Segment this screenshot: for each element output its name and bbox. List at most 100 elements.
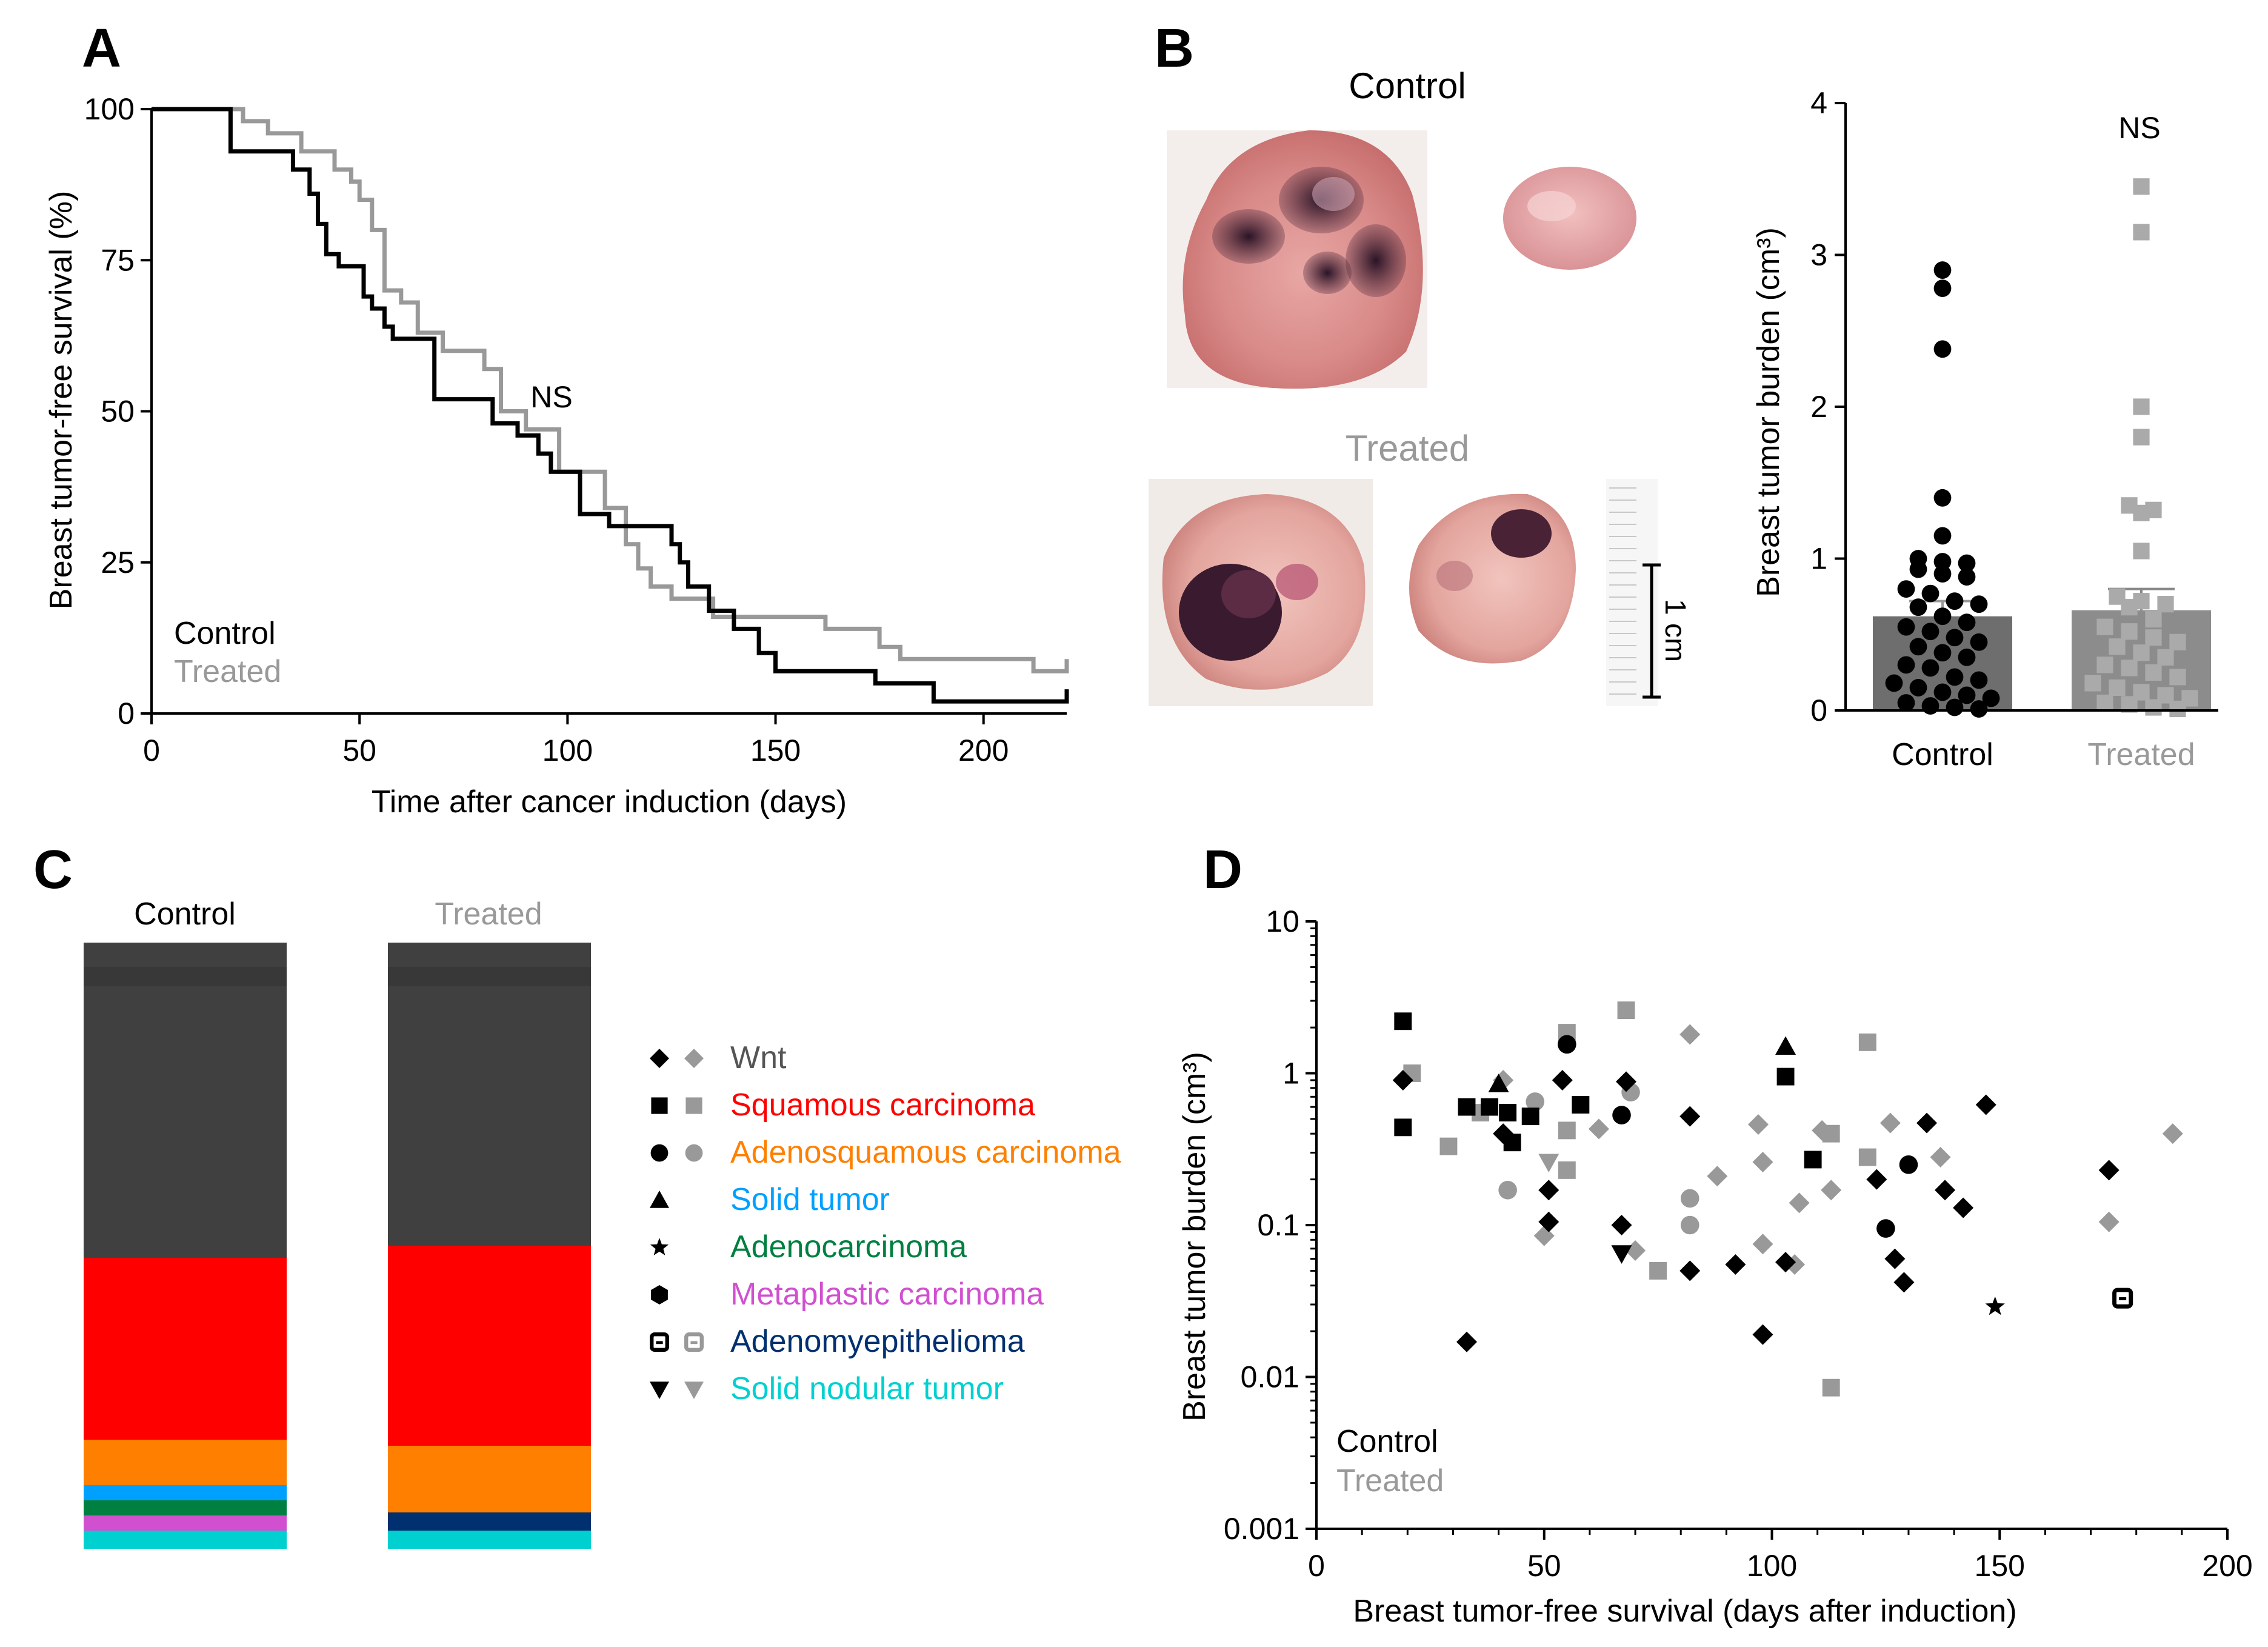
scatter-point-treated	[1822, 1378, 1840, 1397]
burden-point-control	[1909, 679, 1927, 697]
scatter-y-tick-label: 0.001	[1224, 1512, 1299, 1546]
tumor-type-stacked-chart: Control Treated Wnt Squamous carcinoma Ade…	[84, 897, 1121, 1549]
survival-chart: 0 50 100 150 200 0 25 50 75 100 NS Control Treate…	[44, 92, 1069, 820]
burden-point-control	[1970, 633, 1988, 651]
legend-marker-control-squamous	[651, 1097, 668, 1114]
scatter-point-control	[1552, 1069, 1573, 1091]
legend-marker-treated-adenomyepithelioma	[684, 1332, 704, 1352]
burden-point-treated	[2133, 684, 2150, 701]
scatter-point-treated	[1679, 1024, 1701, 1045]
burden-point-treated-shape	[2096, 656, 2113, 673]
burden-point-treated-shape	[2145, 611, 2162, 628]
tumor-type-legend: Wnt Squamous carcinoma Adenosquamous carci…	[649, 1040, 1121, 1406]
scatter-point-control-shape	[1975, 1094, 1996, 1115]
scatter-point-control-shape	[1884, 1248, 1906, 1269]
legend-marker-treated-squamous-shape	[685, 1097, 702, 1114]
legend-label-squamous: Squamous carcinoma	[730, 1087, 1035, 1123]
burden-point-control	[1933, 644, 1952, 662]
burden-point-control	[1885, 674, 1903, 692]
burden-point-treated	[2133, 543, 2150, 560]
burden-point-treated	[2096, 618, 2113, 635]
burden-point-control-shape	[1970, 700, 1988, 718]
burden-point-treated	[2133, 644, 2150, 661]
legend-label-nodular: Solid nodular tumor	[730, 1371, 1004, 1406]
stacked-segment-adenosquamous	[84, 1440, 287, 1485]
burden-point-treated-shape	[2133, 593, 2150, 610]
burden-point-control-shape	[1970, 671, 1988, 689]
burden-point-control	[1921, 659, 1939, 677]
burden-point-treated-shape	[2133, 684, 2150, 701]
photo-treated-title: Treated	[1346, 428, 1470, 469]
scatter-legend-control: Control	[1336, 1424, 1438, 1459]
legend-label-solid: Solid tumor	[730, 1182, 890, 1217]
burden-point-control	[1921, 697, 1939, 715]
scatter-point-treated-shape	[1707, 1166, 1728, 1187]
burden-point-control-shape	[1921, 623, 1939, 641]
survival-curve-treated	[152, 107, 1069, 673]
survival-y-tick-label: 75	[101, 243, 135, 277]
tumor-burden-axes: 0 1 2 3 4	[1810, 86, 2218, 727]
scatter-x-tick-label: 100	[1747, 1549, 1797, 1583]
scatter-point-treated	[1879, 1112, 1901, 1134]
legend-marker-control-squamous-shape	[651, 1097, 668, 1114]
scatter-point-treated-shape	[1747, 1114, 1769, 1135]
burden-point-control-shape	[1933, 607, 1952, 626]
survival-legend-treated: Treated	[174, 654, 281, 689]
burden-point-treated	[2133, 429, 2150, 446]
scatter-point-control-shape	[2098, 1160, 2120, 1181]
burden-point-treated	[2145, 664, 2162, 681]
stacked-segment-nodular	[84, 1531, 287, 1549]
burden-point-treated-shape	[2133, 644, 2150, 661]
scatter-point-control-shape	[1458, 1098, 1476, 1116]
legend-marker-treated-squamous	[685, 1097, 702, 1114]
burden-point-treated-shape	[2157, 687, 2174, 704]
scatter-point-control-shape	[1612, 1106, 1631, 1124]
legend-marker-treated-nodular-shape	[684, 1381, 704, 1399]
stacked-segment-squamous	[84, 1258, 287, 1440]
scatter-point-control	[1866, 1169, 1887, 1190]
scatter-point-treated-shape	[1680, 1189, 1699, 1208]
scatter-point-control-shape	[1521, 1107, 1539, 1126]
scatter-point-control	[1488, 1074, 1509, 1092]
scatter-point-control-shape	[1499, 1104, 1517, 1121]
photo-treated-tumor-2	[1373, 479, 1579, 706]
burden-point-treated	[2169, 633, 2186, 650]
stacked-segment-adenomyepithelioma	[388, 1512, 591, 1531]
burden-point-control	[1946, 629, 1964, 647]
scatter-y-tick-label: 0.01	[1241, 1360, 1299, 1394]
scatter-point-treated	[2162, 1123, 2183, 1144]
survival-y-tick-label: 50	[101, 395, 135, 429]
scatter-point-control	[1884, 1248, 1906, 1269]
burden-point-treated-shape	[2169, 669, 2186, 686]
scatter-point-control	[1481, 1098, 1499, 1116]
scatter-point-treated	[1930, 1146, 1951, 1168]
survival-axes: 0 50 100 150 200 0 25 50 75 100	[84, 92, 1067, 767]
burden-point-treated-shape	[2109, 588, 2126, 605]
scatter-point-control-shape	[1503, 1134, 1521, 1152]
scatter-point-control-shape	[1775, 1036, 1796, 1055]
burden-point-control	[1933, 261, 1952, 279]
legend-marker-treated-nodular	[684, 1381, 704, 1399]
scatter-y-tick-label: 10	[1266, 904, 1299, 938]
burden-point-control-shape	[1897, 694, 1915, 712]
scatter-point-treated-shape	[1822, 1378, 1840, 1397]
burden-point-control-shape	[1897, 618, 1915, 636]
scatter-point-treated	[1526, 1092, 1545, 1111]
survival-y-tick-label: 25	[101, 546, 135, 580]
scatter-point-control	[1456, 1331, 1477, 1352]
burden-point-control-shape	[1909, 550, 1927, 567]
stacked-segment-adenocarcinoma	[84, 1500, 287, 1515]
scatter-axes: 0 50 100 150 200 0.001 0.01 0.1 1 10	[1224, 904, 2253, 1583]
scatter-point-control	[1458, 1098, 1476, 1116]
scatter-x-tick-label: 200	[2202, 1549, 2252, 1583]
scatter-point-control	[1679, 1260, 1701, 1281]
scatter-point-treated	[1821, 1180, 1842, 1201]
scatter-point-control-shape	[1679, 1106, 1701, 1127]
scatter-point-control	[1804, 1151, 1822, 1169]
scatter-x-tick-label: 150	[1975, 1549, 2025, 1583]
burden-point-control	[1933, 489, 1952, 507]
burden-point-treated-shape	[2145, 501, 2162, 518]
survival-x-tick-label: 150	[750, 733, 801, 767]
burden-point-control	[1909, 550, 1927, 567]
scatter-point-treated	[1752, 1234, 1773, 1255]
